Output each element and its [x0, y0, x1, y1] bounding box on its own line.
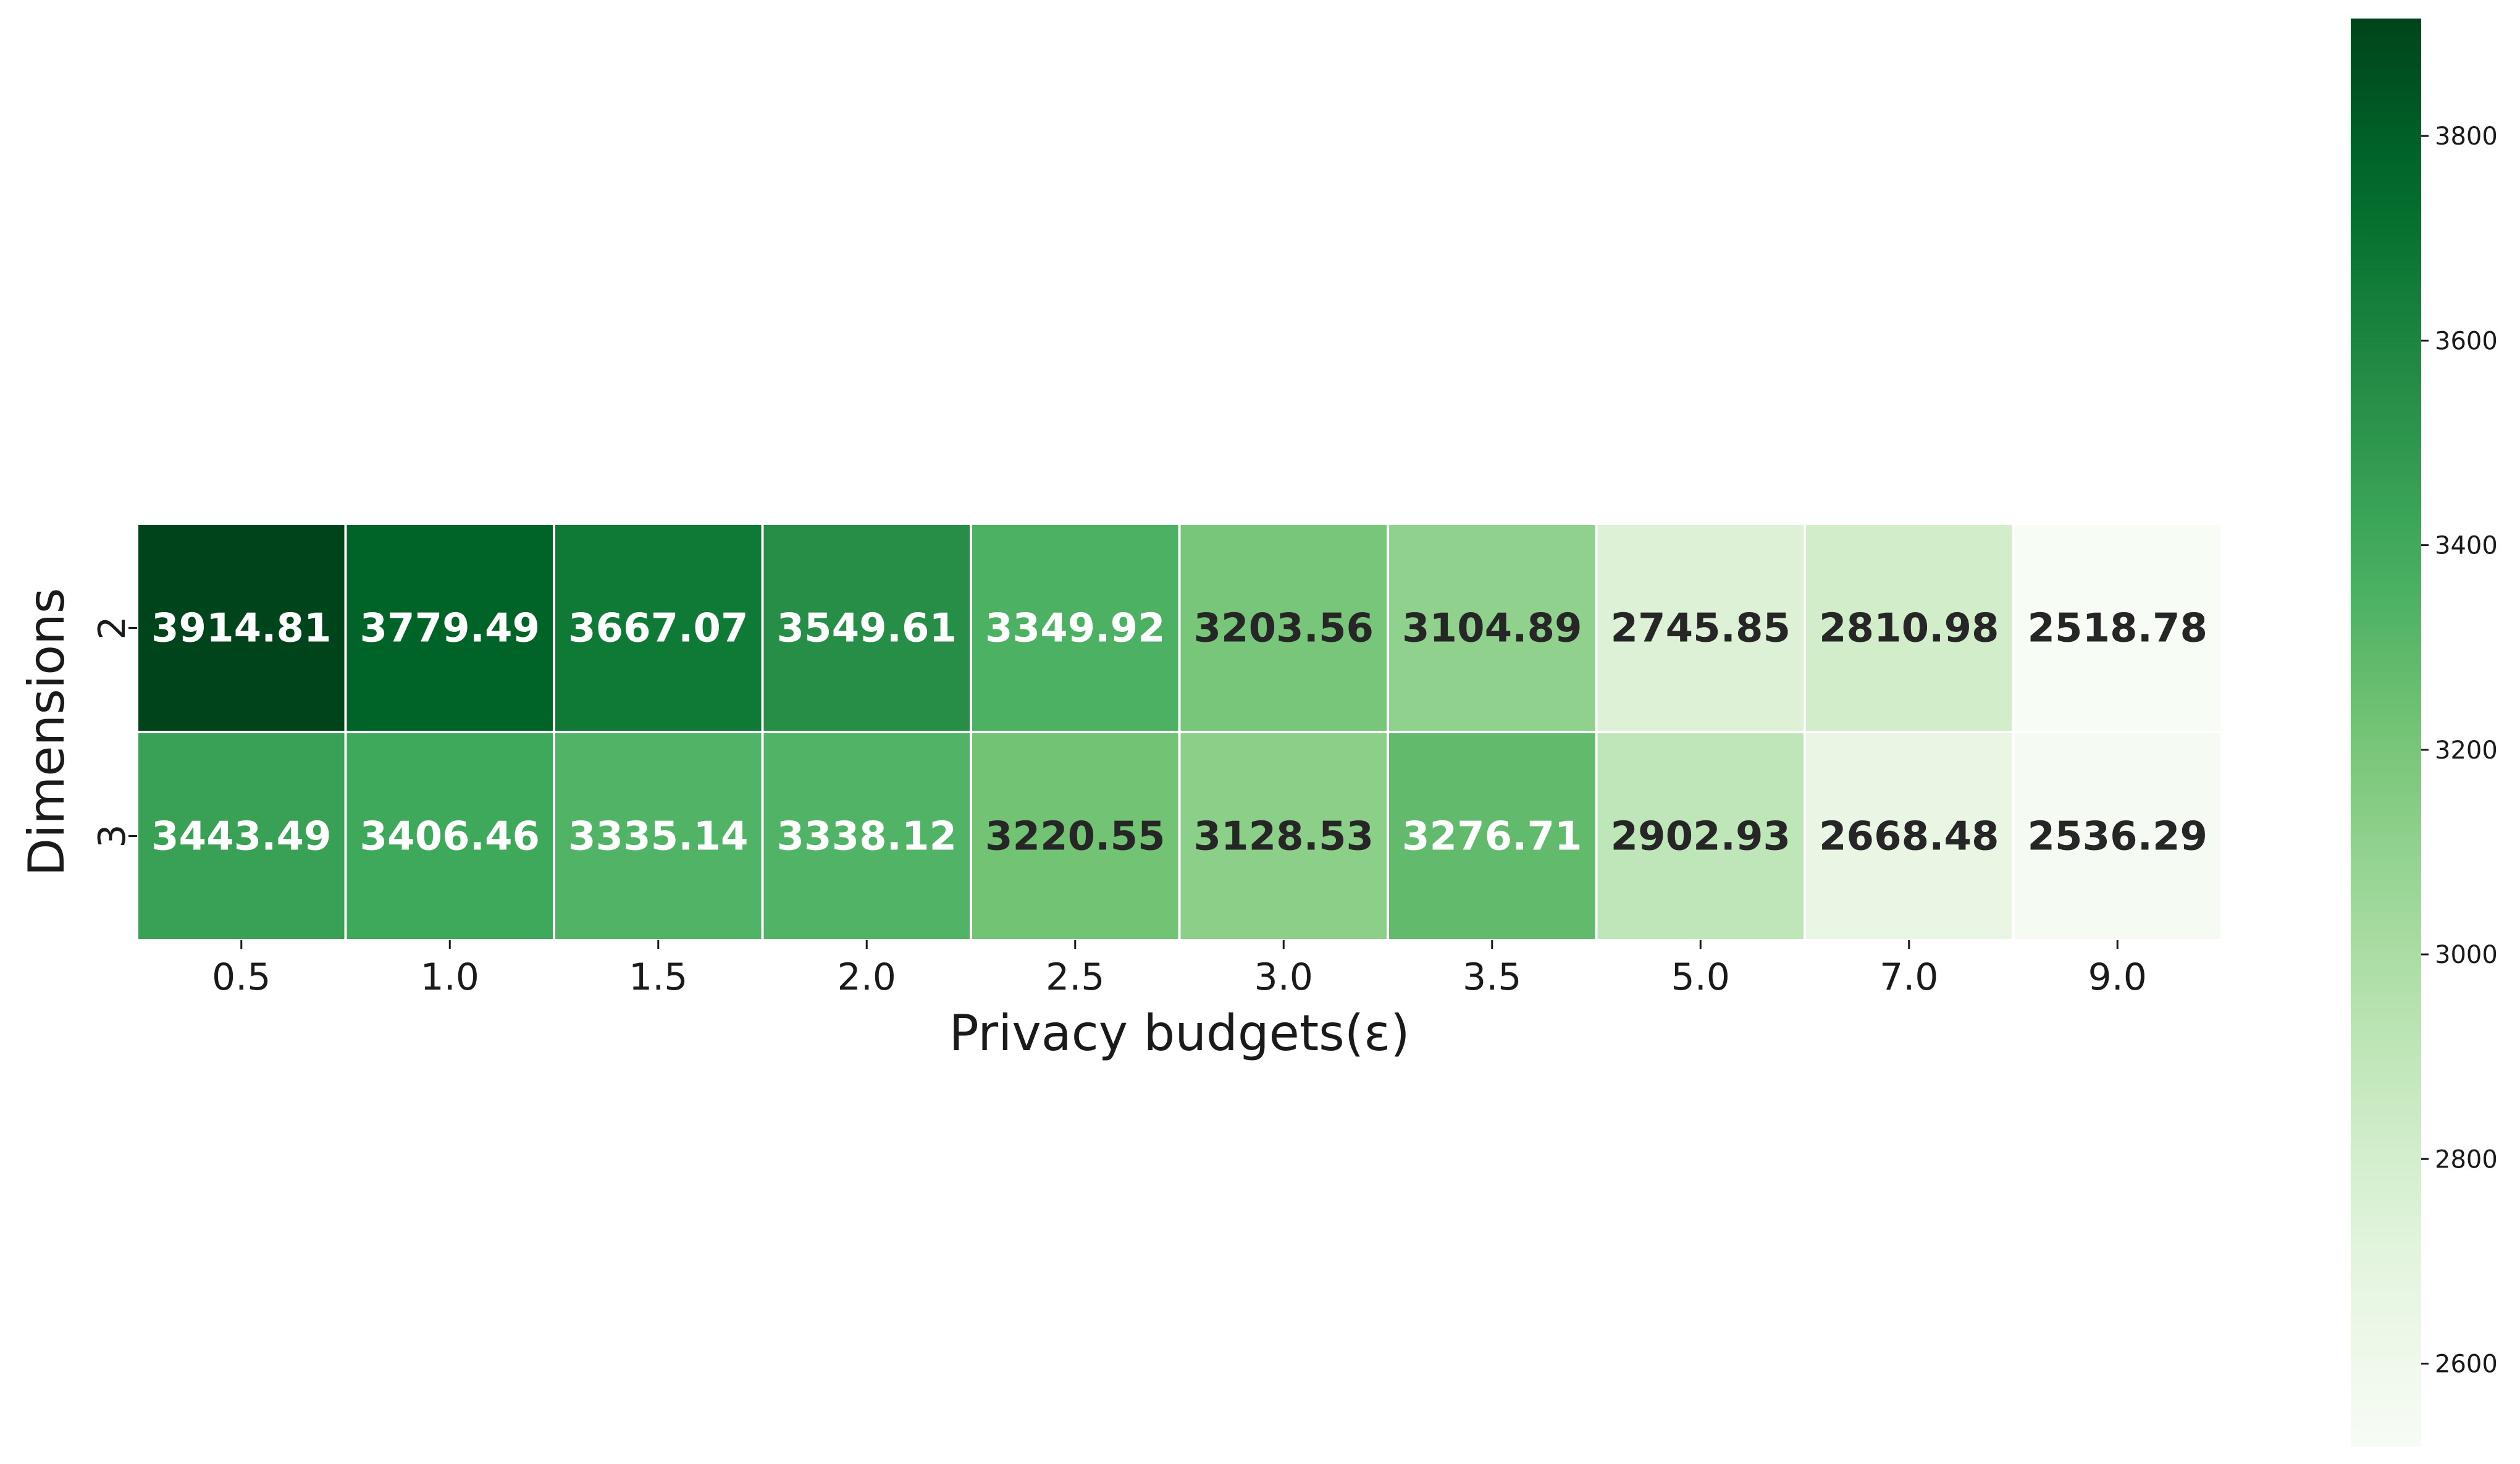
colorbar-tick-label-6: 3800 [2435, 122, 2498, 151]
colorbar-tick-label-4: 3400 [2435, 532, 2498, 560]
x-tick-label-3: 2.0 [838, 956, 896, 999]
heatmap-cell-r0-c3 [761, 523, 972, 733]
cell-value-label-r1-c4: 3220.55 [985, 814, 1166, 860]
heatmap-cell-r0-c7 [1595, 523, 1806, 733]
cell-value-label-r0-c9: 2518.78 [2028, 606, 2208, 652]
heatmap-cell-r0-c2 [553, 523, 764, 733]
heatmap-cell-r0-c5 [1178, 523, 1389, 733]
cell-value-label-r1-c9: 2536.29 [2028, 814, 2208, 860]
colorbar-tick-label-0: 2600 [2435, 1350, 2498, 1378]
cell-value-label-r0-c4: 3349.92 [985, 606, 1166, 652]
cell-value-label-r0-c8: 2810.98 [1819, 606, 1999, 652]
cell-value-label-r0-c7: 2745.85 [1611, 606, 1791, 652]
y-axis-label: Dimensions [18, 588, 75, 877]
cell-value-label-r1-c5: 3128.53 [1194, 814, 1374, 860]
heatmap-cell-r1-c5 [1178, 731, 1389, 941]
heatmap-cell-r0-c9 [2012, 523, 2223, 733]
y-tick-label-1: 3 [91, 824, 134, 848]
heatmap-cells: 3914.81 3779.49 3667.07 3549.61 3349.92 3203.… [136, 523, 2223, 941]
colorbar: 2600 2800 3000 3200 3400 3600 3800 [2351, 19, 2498, 1447]
x-tick-label-1: 1.0 [421, 956, 479, 999]
heatmap-cell-r1-c8 [1804, 731, 2015, 941]
cell-value-label-r1-c2: 3335.14 [568, 814, 749, 860]
cell-value-label-r0-c1: 3779.49 [360, 606, 540, 652]
heatmap-cell-r0-c1 [344, 523, 555, 733]
cell-value-label-r1-c1: 3406.46 [360, 814, 540, 860]
x-tick-label-8: 7.0 [1880, 956, 1938, 999]
cell-value-label-r1-c8: 2668.48 [1819, 814, 1999, 860]
cell-value-label-r0-c6: 3104.89 [1402, 606, 1582, 652]
cell-value-label-r1-c0: 3443.49 [151, 814, 332, 860]
heatmap-cell-r1-c6 [1387, 731, 1598, 941]
x-tick-label-6: 3.5 [1463, 956, 1521, 999]
colorbar-gradient [2351, 19, 2421, 1447]
cell-value-label-r1-c3: 3338.12 [777, 814, 957, 860]
cell-value-label-r1-c6: 3276.71 [1402, 814, 1582, 860]
cell-value-label-r1-c7: 2902.93 [1611, 814, 1791, 860]
x-tick-label-2: 1.5 [629, 956, 687, 999]
colorbar-tick-label-2: 3000 [2435, 941, 2498, 969]
x-axis-label: Privacy budgets(ε) [949, 1004, 1409, 1062]
heatmap-cell-r0-c0 [136, 523, 347, 733]
x-axis-ticks: 0.5 1.0 1.5 2.0 2.5 3.0 3.5 5.0 7.0 9.0 [212, 940, 2147, 999]
cell-value-label-r0-c3: 3549.61 [777, 606, 957, 652]
x-tick-label-0: 0.5 [212, 956, 271, 999]
colorbar-tick-label-1: 2800 [2435, 1145, 2498, 1174]
cell-value-label-r0-c0: 3914.81 [151, 606, 332, 652]
heatmap-cell-r1-c3 [761, 731, 972, 941]
x-tick-label-9: 9.0 [2088, 956, 2147, 999]
heatmap-cell-r1-c9 [2012, 731, 2223, 941]
cell-value-label-r0-c2: 3667.07 [568, 606, 749, 652]
heatmap-cell-r1-c2 [553, 731, 764, 941]
colorbar-tick-label-3: 3200 [2435, 736, 2498, 765]
x-tick-label-7: 5.0 [1671, 956, 1730, 999]
x-tick-label-5: 3.0 [1254, 956, 1313, 999]
x-tick-label-4: 2.5 [1046, 956, 1104, 999]
colorbar-ticks: 2600 2800 3000 3200 3400 3600 3800 [2421, 122, 2498, 1378]
heatmap-cell-r1-c1 [344, 731, 555, 941]
heatmap-cell-r1-c7 [1595, 731, 1806, 941]
colorbar-tick-label-5: 3600 [2435, 327, 2498, 355]
heatmap-cell-r0-c4 [970, 523, 1181, 733]
y-axis-ticks: 23 [91, 616, 137, 848]
y-tick-label-0: 2 [91, 616, 134, 639]
cell-value-label-r0-c5: 3203.56 [1194, 606, 1374, 652]
